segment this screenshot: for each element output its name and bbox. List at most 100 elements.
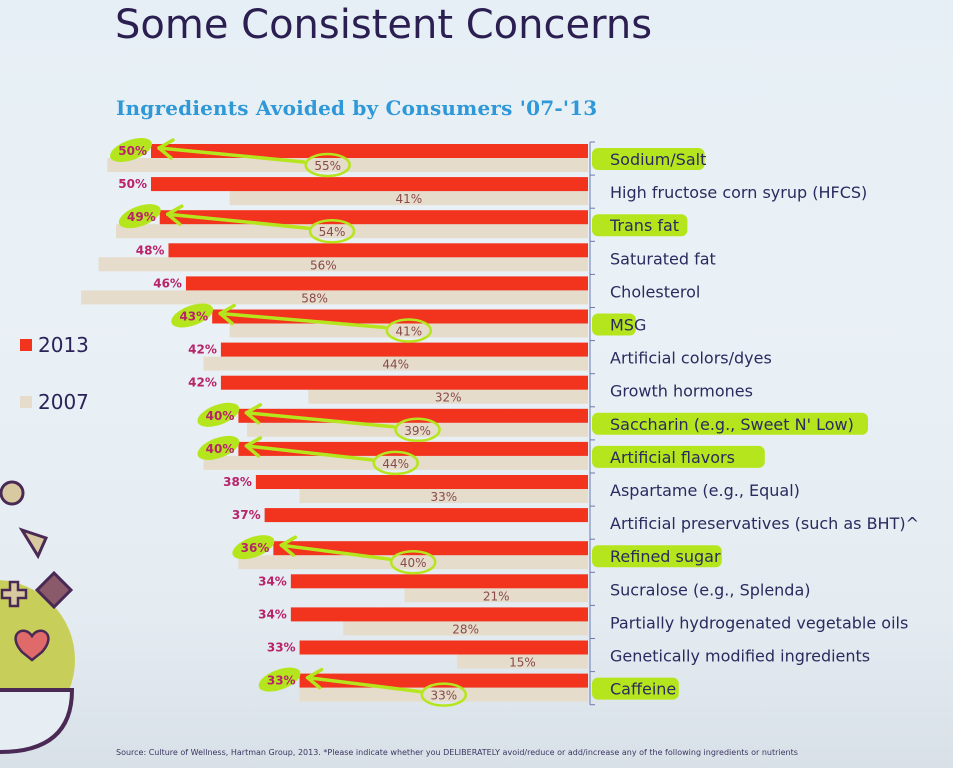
triangle-snack-icon xyxy=(18,527,49,560)
value-label-2007: 55% xyxy=(314,159,341,173)
bars-group xyxy=(81,137,868,706)
value-label-2013: 37% xyxy=(232,508,261,522)
value-label-2013: 48% xyxy=(136,243,165,257)
bar-2007 xyxy=(98,257,588,272)
arrow-head xyxy=(157,138,175,160)
value-label-2013: 34% xyxy=(258,574,287,588)
value-highlight xyxy=(110,137,152,163)
category-label: Aspartame (e.g., Equal) xyxy=(610,481,800,500)
value-label-2007: 40% xyxy=(400,556,427,570)
value-label-2007: 28% xyxy=(452,622,479,636)
plus-snack-icon xyxy=(0,580,28,608)
category-label: Genetically modified ingredients xyxy=(610,647,870,666)
value-label-2013: 40% xyxy=(206,442,235,456)
legend-label-2007: 2007 xyxy=(38,390,89,414)
circle-annotation xyxy=(389,549,437,575)
legend-swatch-2007 xyxy=(20,396,32,408)
category-label: Sucralose (e.g., Splenda) xyxy=(610,580,811,599)
heart-icon xyxy=(14,629,50,662)
circle-annotation xyxy=(420,682,468,707)
value-label-2007: 56% xyxy=(310,258,337,272)
bar-2007 xyxy=(229,323,588,338)
labels-group: 50% 55% Sodium/Salt 50% 41% High fructose cor… xyxy=(118,138,919,707)
arrow-annotation xyxy=(165,212,310,230)
value-label-2007: 32% xyxy=(435,391,462,405)
category-label: Growth hormones xyxy=(610,382,753,401)
source-note: Source: Culture of Wellness, Hartman Gro… xyxy=(116,748,798,757)
category-label: Trans fat xyxy=(609,216,679,235)
bar-2007 xyxy=(203,455,588,470)
bar-2007 xyxy=(116,224,588,239)
value-label-2013: 34% xyxy=(258,607,287,621)
food-bowl-illustration xyxy=(0,480,75,754)
bar-2007 xyxy=(238,555,588,570)
bar-2013 xyxy=(273,541,588,556)
circle-annotation xyxy=(385,318,433,343)
legend-item-2013: 2013 xyxy=(20,333,89,357)
value-highlight xyxy=(258,667,301,692)
category-label: Caffeine xyxy=(610,680,676,699)
bar-2007 xyxy=(107,158,589,172)
category-label: High fructose corn syrup (HFCS) xyxy=(610,183,867,202)
category-label: Artificial preservatives (such as BHT)^ xyxy=(610,514,919,533)
value-label-2007: 41% xyxy=(395,192,422,206)
bar-2013 xyxy=(159,210,589,225)
bar-2013 xyxy=(255,475,588,489)
circle-annotation xyxy=(308,218,356,244)
value-label-2013: 33% xyxy=(267,641,296,655)
arrow-head xyxy=(305,667,324,690)
value-highlight xyxy=(232,535,275,560)
bar-2013 xyxy=(185,276,588,291)
bar-2013 xyxy=(290,607,588,622)
legend-label-2013: 2013 xyxy=(38,333,89,357)
value-label-2007: 15% xyxy=(509,656,536,670)
category-label: Partially hydrogenated vegetable oils xyxy=(610,613,908,632)
value-highlight xyxy=(197,402,240,427)
arrow-head xyxy=(218,303,236,326)
bar-2007 xyxy=(203,356,588,371)
value-label-2013: 43% xyxy=(179,310,208,324)
category-label: Artificial flavors xyxy=(610,448,735,467)
category-label: Saccharin (e.g., Sweet N' Low) xyxy=(610,415,854,434)
label-highlight xyxy=(592,148,705,170)
circle-annotation xyxy=(372,450,419,476)
bar-2013 xyxy=(151,144,588,158)
value-label-2007: 58% xyxy=(301,291,328,305)
bar-2007 xyxy=(81,290,588,305)
bar-2013 xyxy=(220,342,589,357)
arrow-annotation xyxy=(157,146,306,164)
category-label: Refined sugar xyxy=(610,547,721,566)
category-label: Sodium/Salt xyxy=(610,150,706,169)
category-label: MSG xyxy=(610,316,646,335)
slide-title: Some Consistent Concerns xyxy=(115,2,653,48)
circle-annotation xyxy=(304,152,351,178)
value-label-2013: 40% xyxy=(206,409,235,423)
bar-2013 xyxy=(151,177,588,192)
bar-2013 xyxy=(238,441,588,456)
bar-2007 xyxy=(299,489,588,503)
bar-2013 xyxy=(168,243,589,258)
value-label-2007: 54% xyxy=(319,225,346,239)
value-label-2007: 44% xyxy=(382,358,409,372)
arrow-annotation xyxy=(279,543,391,561)
value-label-2007: 21% xyxy=(483,589,510,603)
arrow-annotation xyxy=(244,411,396,429)
bar-2013 xyxy=(264,508,588,523)
value-label-2013: 36% xyxy=(241,541,270,555)
label-highlight xyxy=(592,445,765,468)
cookie-icon xyxy=(0,480,25,506)
value-label-2013: 42% xyxy=(188,376,217,390)
label-highlight xyxy=(592,677,679,700)
value-label-2007: 39% xyxy=(404,424,431,438)
bar-2013 xyxy=(290,574,588,589)
category-label: Cholesterol xyxy=(610,282,700,301)
value-label-2013: 38% xyxy=(223,475,252,489)
value-label-2013: 50% xyxy=(118,177,147,191)
arrow-head xyxy=(279,535,298,557)
label-highlight xyxy=(592,545,722,568)
cracker-icon xyxy=(34,570,74,610)
chart-title: Ingredients Avoided by Consumers '07-'13 xyxy=(116,96,598,120)
value-label-2013: 42% xyxy=(188,343,217,357)
category-label: Saturated fat xyxy=(610,249,716,268)
